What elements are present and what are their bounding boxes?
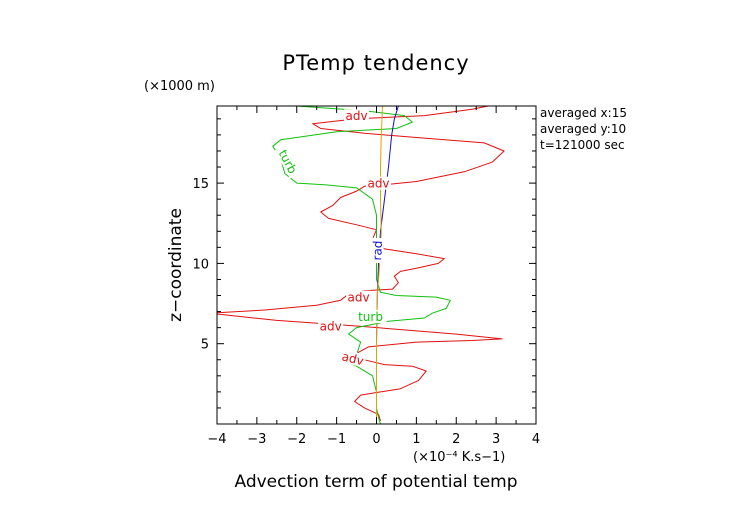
y-tick-label: 15 [192,177,209,192]
inline-label-turb: turb [354,310,387,324]
annotation-time: t=121000 sec [540,138,625,152]
inline-label-backing [339,348,367,368]
x-axis-label: Advection term of potential temp [234,472,517,492]
annotation-averaged-y: averaged y:10 [540,122,626,136]
x-tick-label: 4 [532,432,540,447]
inline-label-adv: adv [365,176,391,191]
series-layer [217,106,505,424]
y-unit-label: (×1000 m) [144,79,215,94]
x-tick-label: 1 [412,432,420,447]
inline-label-turb: turb [274,144,302,179]
inline-label-backing [346,290,372,304]
series-line-extra [376,106,383,424]
inline-label-backing [274,144,302,179]
inline-label-backing [344,109,370,123]
y-axis-label: z−coordinate [166,208,186,322]
inline-label-text: adv [367,177,389,191]
inline-label-adv: adv [339,348,367,368]
x-tick-label: −3 [247,432,266,447]
axis-layer: −4 −3 −2 −1 0 1 2 3 4 5 10 15 [192,106,540,447]
inline-label-text: adv [320,320,342,334]
inline-label-text: rad [370,240,385,260]
x-tick-label: 0 [372,432,380,447]
x-tick-label: −1 [327,432,346,447]
inline-label-layer: adv adv adv adv adv turb turb rad [274,109,391,368]
inline-label-text: adv [346,109,368,123]
plot-frame [216,105,537,425]
inline-label-text: adv [348,291,370,305]
y-tick-label: 5 [201,338,209,353]
inline-label-adv: adv [318,319,344,334]
x-unit-label: (×10⁻⁴ K.s−1) [413,450,505,465]
series-line-turb [272,106,451,424]
inline-label-backing [370,237,384,264]
inline-label-backing [318,319,344,333]
inline-label-backing [365,176,391,190]
annotation-averaged-x: averaged x:15 [540,106,627,120]
x-tick-label: −2 [287,432,306,447]
inline-label-text: turb [358,310,383,324]
y-tick-label: 10 [192,257,209,272]
inline-label-adv: adv [344,109,370,123]
x-tick-label: 2 [452,432,460,447]
x-tick-label: −4 [207,432,226,447]
inline-label-backing [354,310,387,323]
inline-label-adv: adv [346,290,372,305]
inline-label-text: adv [340,349,365,368]
series-line-adv [217,106,505,421]
inline-label-rad: rad [370,237,385,264]
chart-title: PTemp tendency [282,51,469,75]
x-tick-label: 3 [492,432,500,447]
